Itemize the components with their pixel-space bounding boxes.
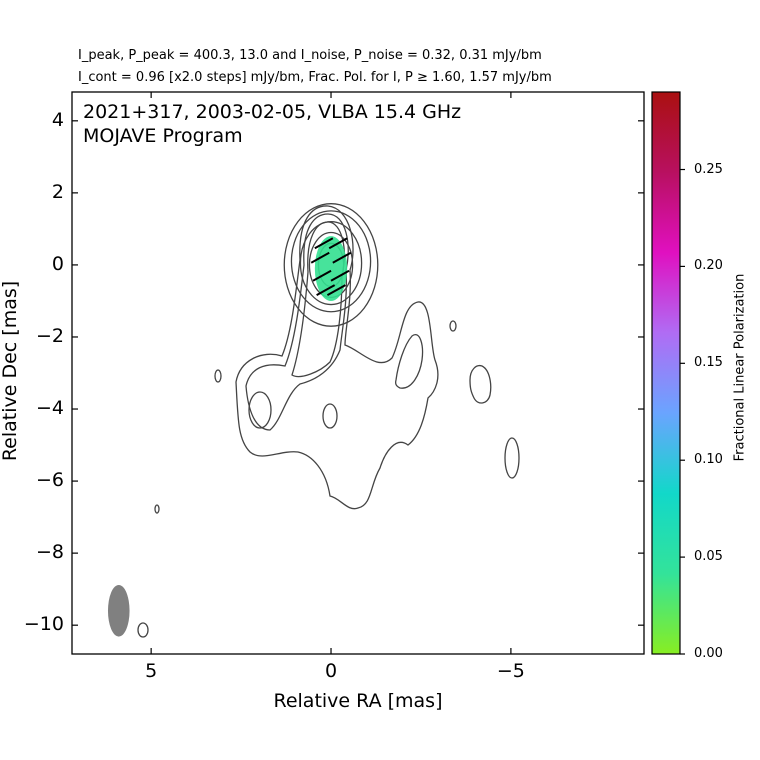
contour-blob-small1 — [214, 369, 222, 383]
colorbar-tick-label: 0.05 — [694, 549, 723, 565]
polarization-region — [314, 236, 348, 301]
x-tick-label: −5 — [496, 660, 525, 682]
plot-title-line2: MOJAVE Program — [83, 125, 243, 147]
x-tick-label: 0 — [324, 660, 338, 682]
y-tick-label: 0 — [51, 252, 64, 275]
colorbar-tick-label: 0.00 — [694, 646, 723, 661]
contour-blob-small2 — [449, 320, 457, 332]
evpa-tick-7 — [326, 284, 346, 297]
contour-blob-bottom — [137, 622, 149, 638]
contour-core-1 — [290, 210, 372, 313]
evpa-tick-4 — [312, 269, 332, 282]
evpa-tick-1 — [328, 237, 348, 250]
colorbar-tick-label: 0.15 — [694, 355, 723, 371]
colorbar-tick-label: 0.25 — [694, 161, 723, 177]
x-tick-label: 5 — [145, 660, 158, 682]
contour-blob-left — [248, 391, 272, 429]
y-tick-label: 2 — [51, 180, 64, 203]
y-tick-label: −10 — [23, 613, 64, 636]
header-peak-noise: I_peak, P_peak = 400.3, 13.0 and I_noise… — [78, 48, 542, 63]
evpa-tick-3 — [332, 251, 352, 264]
evpa-tick-0 — [314, 237, 334, 250]
contour-jet-outer — [235, 205, 439, 510]
colorbar-tick-label: 0.10 — [694, 452, 723, 468]
contour-blob-small3 — [154, 504, 160, 514]
evpa-tick-2 — [310, 251, 330, 264]
plot-title: 2021+317, 2003-02-05, VLBA 15.4 GHz MOJA… — [83, 100, 461, 148]
contour-core-0 — [283, 203, 379, 327]
x-axis-label: Relative RA [mas] — [273, 690, 443, 712]
contour-jet-3 — [291, 221, 345, 378]
evpa-tick-6 — [316, 284, 336, 297]
plot-title-line1: 2021+317, 2003-02-05, VLBA 15.4 GHz — [83, 101, 462, 123]
contour-knot-b — [469, 364, 492, 404]
colorbar-label: Fractional Linear Polarization — [732, 273, 748, 462]
plot-frame — [71, 91, 645, 655]
beam-ellipse — [107, 584, 130, 637]
colorbar-tick-label: 0.20 — [694, 258, 723, 274]
contour-core-2 — [299, 221, 363, 306]
evpa-tick-5 — [330, 269, 350, 282]
y-tick-label: −8 — [35, 541, 64, 564]
contour-jet-2 — [245, 213, 349, 431]
contour-blob-mid — [322, 403, 338, 429]
y-tick-label: −4 — [35, 397, 64, 420]
y-tick-label: 4 — [51, 108, 64, 131]
header-contour-info: I_cont = 0.96 [x2.0 steps] mJy/bm, Frac.… — [78, 70, 552, 85]
contour-blob-right — [504, 437, 520, 479]
y-tick-label: −6 — [35, 469, 64, 492]
colorbar — [651, 91, 681, 655]
contour-knot-a — [394, 334, 424, 389]
y-tick-label: −2 — [35, 324, 64, 347]
